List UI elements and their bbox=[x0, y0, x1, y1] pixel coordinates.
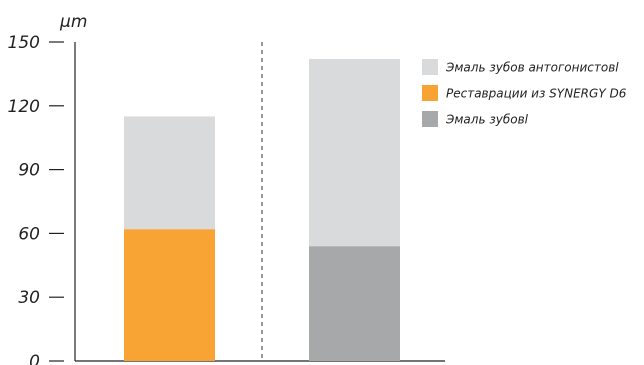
bar-2-segment-2 bbox=[309, 59, 400, 247]
bar-1-segment-2 bbox=[124, 116, 215, 230]
y-tick-label: 30 bbox=[18, 288, 40, 308]
y-tick-label: 90 bbox=[18, 161, 40, 181]
legend: Эмаль зубов антогонистовl Реставрации из … bbox=[422, 59, 627, 127]
y-tick-label: 150 bbox=[8, 33, 40, 53]
legend-swatch bbox=[422, 85, 438, 101]
legend-label: Эмаль зубовl bbox=[445, 113, 529, 127]
y-axis-ticks: 0 30 60 90 120 150 bbox=[8, 33, 64, 365]
legend-label: Реставрации из SYNERGY D6 bbox=[446, 87, 627, 101]
bar-2-segment-1 bbox=[309, 246, 400, 361]
y-axis-unit-label: µm bbox=[59, 12, 87, 32]
legend-swatch bbox=[422, 59, 438, 75]
legend-label: Эмаль зубов антогонистовl bbox=[445, 61, 619, 75]
bar-1-segment-1 bbox=[124, 229, 215, 361]
legend-swatch bbox=[422, 111, 438, 127]
y-tick-label: 120 bbox=[8, 97, 40, 117]
y-tick-label: 0 bbox=[29, 352, 40, 365]
y-tick-label: 60 bbox=[18, 224, 40, 244]
bars bbox=[124, 59, 400, 361]
